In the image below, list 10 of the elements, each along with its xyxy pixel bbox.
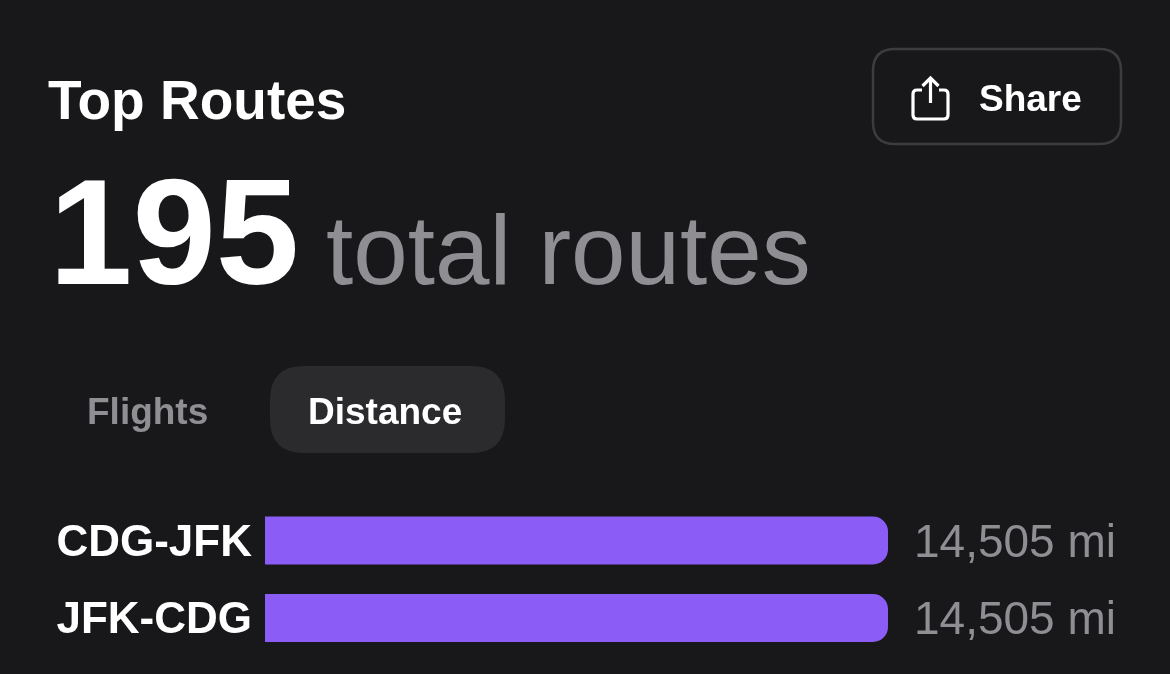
chart-title: Top Routes: [48, 69, 347, 132]
y-tick-label: JFK-CDG: [56, 593, 252, 643]
data-label: 14,505 mi: [914, 515, 1117, 567]
text: Distance: [308, 391, 463, 432]
text: Share: [979, 78, 1082, 119]
data-label: 14,505 mi: [914, 592, 1117, 644]
text: 195: [49, 148, 300, 316]
y-tick-label: CDG-JFK: [56, 515, 253, 565]
text: Flights: [87, 391, 209, 432]
text: total routes: [326, 195, 811, 305]
